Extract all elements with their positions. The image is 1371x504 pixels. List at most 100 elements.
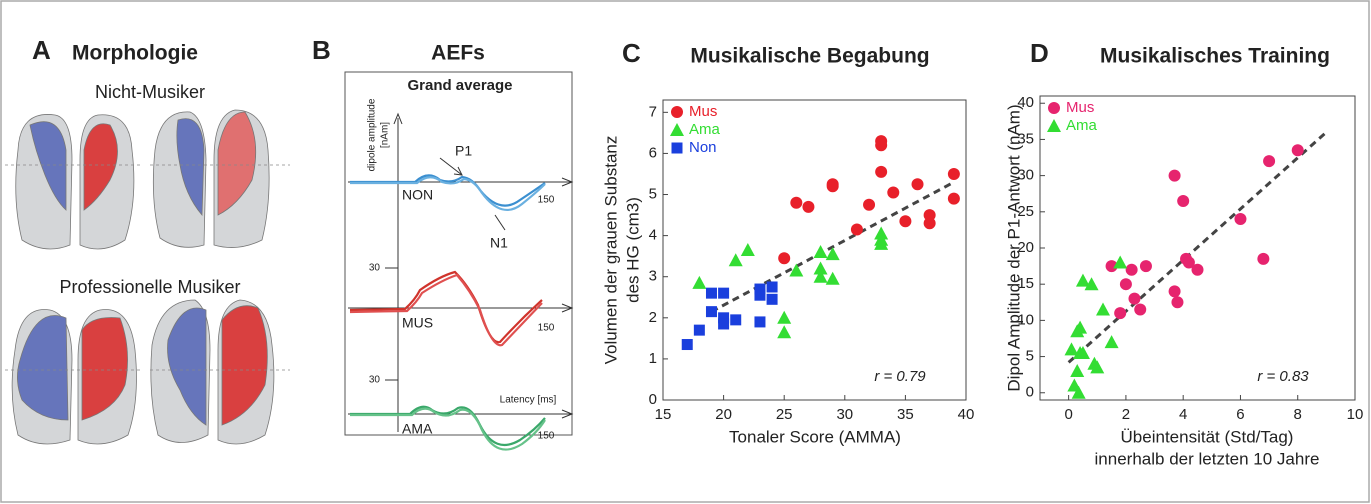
legend-label: Non bbox=[689, 139, 717, 156]
axis-label: Latency [ms] bbox=[500, 395, 557, 406]
latency-label: 150 bbox=[538, 431, 555, 442]
point bbox=[1125, 263, 1138, 276]
x-tick-label: 8 bbox=[1294, 406, 1302, 423]
point bbox=[692, 275, 707, 289]
chart-title: Musikalisches Training bbox=[1100, 45, 1330, 68]
legend-marker bbox=[670, 123, 684, 136]
point bbox=[947, 192, 960, 205]
point bbox=[730, 314, 742, 326]
point bbox=[1168, 169, 1181, 182]
y-tick-label: 6 bbox=[649, 144, 657, 161]
chart-title: Musikalische Begabung bbox=[690, 45, 929, 68]
point bbox=[923, 217, 936, 230]
y-tick-label: 5 bbox=[649, 185, 657, 202]
x-tick-label: 6 bbox=[1236, 406, 1244, 423]
point bbox=[777, 310, 792, 324]
y-tick-label: 3 bbox=[649, 268, 657, 285]
point bbox=[1075, 345, 1090, 359]
point bbox=[1182, 256, 1195, 269]
point bbox=[1139, 260, 1152, 273]
panel-letter: C bbox=[622, 38, 641, 68]
point bbox=[1071, 385, 1086, 399]
group-label: Professionelle Musiker bbox=[59, 277, 240, 297]
legend-label: Ama bbox=[1066, 117, 1098, 134]
x-tick-label: 15 bbox=[655, 406, 672, 423]
y-tick-label: 20 bbox=[1017, 239, 1034, 256]
point bbox=[1113, 255, 1128, 269]
point bbox=[813, 245, 828, 259]
point bbox=[790, 196, 803, 209]
point bbox=[681, 339, 693, 351]
point bbox=[728, 253, 743, 267]
point bbox=[1128, 292, 1141, 305]
legend-marker bbox=[1048, 102, 1060, 114]
point bbox=[1064, 342, 1079, 356]
group-label: MUS bbox=[402, 315, 433, 331]
point bbox=[1291, 144, 1304, 157]
point bbox=[1084, 277, 1099, 291]
point bbox=[1134, 303, 1147, 316]
y-axis-label: Dipol Amplitude der P1-Antwort (nAm) bbox=[1004, 104, 1023, 391]
point bbox=[923, 209, 936, 222]
point bbox=[705, 287, 717, 299]
latency-label: 150 bbox=[538, 195, 555, 206]
point bbox=[1090, 360, 1105, 374]
brain-images bbox=[5, 109, 290, 445]
legend-marker bbox=[671, 142, 683, 154]
point bbox=[705, 306, 717, 318]
legend-marker bbox=[671, 106, 683, 118]
x-tick-label: 4 bbox=[1179, 406, 1187, 423]
y-axis-label: des HG (cm3) bbox=[623, 197, 642, 303]
panel-letter: B bbox=[312, 35, 331, 65]
x-tick-label: 2 bbox=[1122, 406, 1130, 423]
scale-label: 30 bbox=[369, 375, 381, 386]
y-axis-label: Volumen der grauen Substanz bbox=[601, 136, 620, 365]
y-tick-label: 0 bbox=[649, 391, 657, 408]
point bbox=[754, 289, 766, 301]
aef-waves bbox=[349, 174, 546, 451]
point bbox=[1105, 260, 1118, 273]
axis-label: [nAm] bbox=[380, 122, 391, 148]
point bbox=[1114, 307, 1127, 320]
y-tick-label: 7 bbox=[649, 103, 657, 120]
point bbox=[777, 325, 792, 339]
panel-title: Morphologie bbox=[72, 42, 198, 65]
point bbox=[754, 283, 766, 295]
panel-letter: D bbox=[1030, 38, 1049, 68]
point bbox=[825, 247, 840, 261]
y-tick-label: 4 bbox=[649, 227, 657, 244]
annotation: r = 0.79 bbox=[874, 368, 926, 385]
point bbox=[813, 269, 828, 283]
point bbox=[1171, 296, 1184, 309]
x-tick-label: 35 bbox=[897, 406, 914, 423]
point bbox=[1257, 252, 1270, 265]
peak-label: P1 bbox=[455, 143, 472, 159]
trend-line bbox=[1067, 131, 1328, 364]
point bbox=[802, 200, 815, 213]
point bbox=[693, 324, 705, 336]
point bbox=[754, 316, 766, 328]
point bbox=[740, 243, 755, 256]
legend-label: Ama bbox=[689, 121, 721, 138]
group-label: Nicht-Musiker bbox=[95, 82, 205, 102]
y-tick-label: 40 bbox=[1017, 94, 1034, 111]
x-tick-label: 30 bbox=[836, 406, 853, 423]
scale-label: 30 bbox=[369, 263, 381, 274]
y-tick-label: 2 bbox=[649, 309, 657, 326]
point bbox=[911, 178, 924, 191]
group-label: NON bbox=[402, 187, 433, 203]
point bbox=[766, 293, 778, 305]
y-tick-label: 0 bbox=[1026, 384, 1034, 401]
legend-label: Mus bbox=[689, 103, 717, 120]
x-axis-label: innerhalb der letzten 10 Jahre bbox=[1095, 449, 1320, 468]
annotation: r = 0.83 bbox=[1257, 368, 1309, 385]
point bbox=[947, 167, 960, 180]
peak-label: N1 bbox=[490, 235, 508, 251]
point bbox=[1070, 364, 1085, 378]
legend-label: Mus bbox=[1066, 99, 1094, 116]
point bbox=[874, 236, 889, 250]
point bbox=[718, 312, 730, 324]
point bbox=[887, 186, 900, 199]
y-tick-label: 35 bbox=[1017, 130, 1034, 147]
